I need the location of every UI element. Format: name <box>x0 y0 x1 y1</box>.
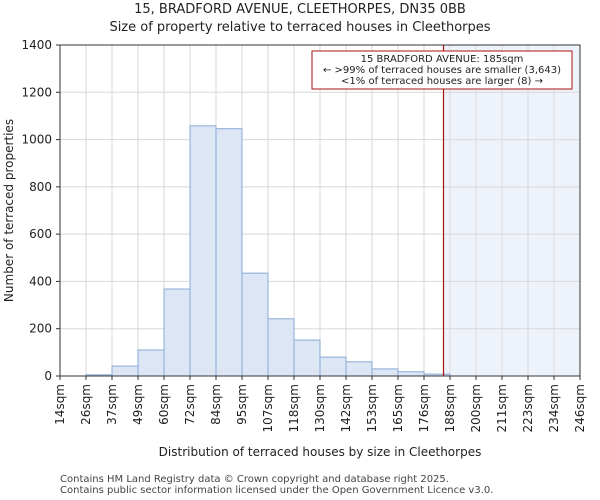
bar <box>345 361 373 377</box>
histogram-chart: 0 200 400 600 800 1000 1200 1400 14sqm 26sqm 37sqm… <box>2 38 587 459</box>
x-tick-label: 26sqm <box>79 384 93 425</box>
x-tick-label: 60sqm <box>157 384 171 425</box>
y-tick-label: 600 <box>29 227 52 241</box>
bar <box>267 318 295 377</box>
chart-title: 15, BRADFORD AVENUE, CLEETHORPES, DN35 0… <box>134 2 466 17</box>
chart-subtitle: Size of property relative to terraced ho… <box>109 20 491 35</box>
highlight-region <box>443 45 580 376</box>
y-axis-label: Number of terraced properties <box>2 119 16 302</box>
footer-copyright: Contains HM Land Registry data © Crown c… <box>60 474 449 485</box>
annotation-line-3: <1% of terraced houses are larger (8) → <box>341 76 543 87</box>
bar <box>163 288 191 377</box>
x-tick-label: 176sqm <box>417 384 431 432</box>
bar <box>137 349 165 377</box>
bar <box>371 368 399 377</box>
footer-licence: Contains public sector information licen… <box>60 485 494 496</box>
y-tick-label: 800 <box>29 180 52 194</box>
x-tick-label: 37sqm <box>105 384 119 425</box>
x-tick-label: 223sqm <box>521 384 535 432</box>
x-tick-label: 246sqm <box>573 384 587 432</box>
annotation-box <box>311 50 573 90</box>
bar <box>397 371 425 377</box>
x-tick-label: 211sqm <box>495 384 509 432</box>
x-tick-label: 14sqm <box>53 384 67 425</box>
x-tick-label: 188sqm <box>443 384 457 432</box>
bar <box>111 365 139 377</box>
x-tick-label: 130sqm <box>313 384 327 432</box>
x-tick-label: 165sqm <box>391 384 405 432</box>
x-axis-label: Distribution of terraced houses by size … <box>159 445 482 459</box>
y-tick-label: 1400 <box>21 38 52 52</box>
x-tick-label: 153sqm <box>365 384 379 432</box>
x-tick-label: 200sqm <box>469 384 483 432</box>
x-tick-label: 107sqm <box>261 384 275 432</box>
y-tick-label: 0 <box>44 369 52 383</box>
x-tick-label: 118sqm <box>287 384 301 432</box>
y-tick-label: 1200 <box>21 85 52 99</box>
x-tick-label: 72sqm <box>183 384 197 425</box>
y-tick-label: 400 <box>29 274 52 288</box>
x-tick-label: 234sqm <box>547 384 561 432</box>
x-tick-label: 49sqm <box>131 384 145 425</box>
y-tick-label: 1000 <box>21 133 52 147</box>
bar <box>189 125 217 377</box>
bar <box>319 356 347 377</box>
bar <box>293 339 321 377</box>
x-tick-label: 142sqm <box>339 384 353 432</box>
y-tick-label: 200 <box>29 322 52 336</box>
annotation-line-1: 15 BRADFORD AVENUE: 185sqm <box>361 54 524 65</box>
annotation-line-2: ← >99% of terraced houses are smaller (3… <box>323 65 561 76</box>
x-tick-label: 84sqm <box>209 384 223 425</box>
x-tick-label: 95sqm <box>235 384 249 425</box>
bar <box>241 272 269 377</box>
bar <box>215 128 243 377</box>
